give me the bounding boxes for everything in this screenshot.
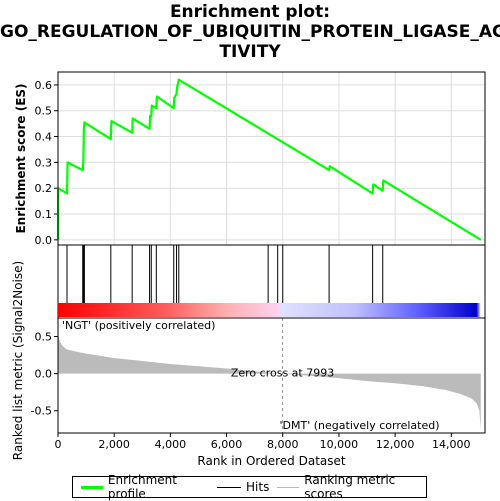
legend-swatch-enrichment <box>81 485 103 489</box>
es-ytick-label: 0.6 <box>35 79 53 92</box>
es-ytick-label: 0.3 <box>35 156 53 169</box>
rank-ylabel: Ranked list metric (Signal2Noise) <box>11 261 25 460</box>
es-ytick-label: 0.0 <box>35 234 53 247</box>
rank-plot-border <box>57 317 486 434</box>
es-plot-area <box>58 72 485 245</box>
zero-cross-label: Zero cross at 7993 <box>231 367 334 380</box>
legend-swatch-ranking <box>277 486 300 488</box>
rank-xtick-label: 0 <box>55 438 62 451</box>
rank-ytick-label: 0.0 <box>35 368 53 381</box>
title-line-1: Enrichment plot: <box>169 2 331 22</box>
rank-xtick-label: 4,000 <box>155 438 187 451</box>
es-ytick-label: 0.1 <box>35 208 53 221</box>
enrichment-profile-line <box>56 78 482 241</box>
rank-xtick-label: 10,000 <box>320 438 359 451</box>
es-ytick-label: 0.4 <box>35 131 53 144</box>
legend-label-hits: Hits <box>246 480 270 494</box>
rank-xtick-label: 6,000 <box>211 438 243 451</box>
rank-xtick-label: 8,000 <box>267 438 299 451</box>
es-ytick-label: 0.2 <box>35 182 53 195</box>
rank-xtick-label: 2,000 <box>98 438 130 451</box>
chart-title: Enrichment plot: GO_REGULATION_OF_UBIQUI… <box>0 2 500 62</box>
es-ytick-label: 0.5 <box>35 105 53 118</box>
legend-item-ranking: Ranking metric scores <box>277 473 426 501</box>
rank-ytick-label: -0.5 <box>31 405 52 418</box>
rank-color-bar <box>58 303 481 317</box>
rank-ytick-label: 0.5 <box>35 331 53 344</box>
legend: Enrichment profile Hits Ranking metric s… <box>72 473 427 501</box>
rank-xlabel: Rank in Ordered Dataset <box>197 454 345 468</box>
title-line-3: TIVITY <box>219 42 281 62</box>
legend-label-enrichment: Enrichment profile <box>107 473 177 501</box>
rank-xtick-label: 14,000 <box>432 438 471 451</box>
es-ylabel: Enrichment score (ES) <box>14 83 28 233</box>
legend-item-enrichment: Enrichment profile <box>81 473 209 501</box>
rank-xtick-label: 12,000 <box>376 438 415 451</box>
legend-item-hits: Hits <box>217 480 269 494</box>
negative-correlation-label: 'DMT' (negatively correlated) <box>280 419 440 432</box>
positive-correlation-label: 'NGT' (positively correlated) <box>62 319 215 332</box>
legend-label-ranking: Ranking metric scores <box>304 473 396 501</box>
title-line-2: GO_REGULATION_OF_UBIQUITIN_PROTEIN_LIGAS… <box>0 22 500 42</box>
legend-swatch-hits <box>217 486 242 488</box>
ranking-metric-area <box>58 332 481 430</box>
